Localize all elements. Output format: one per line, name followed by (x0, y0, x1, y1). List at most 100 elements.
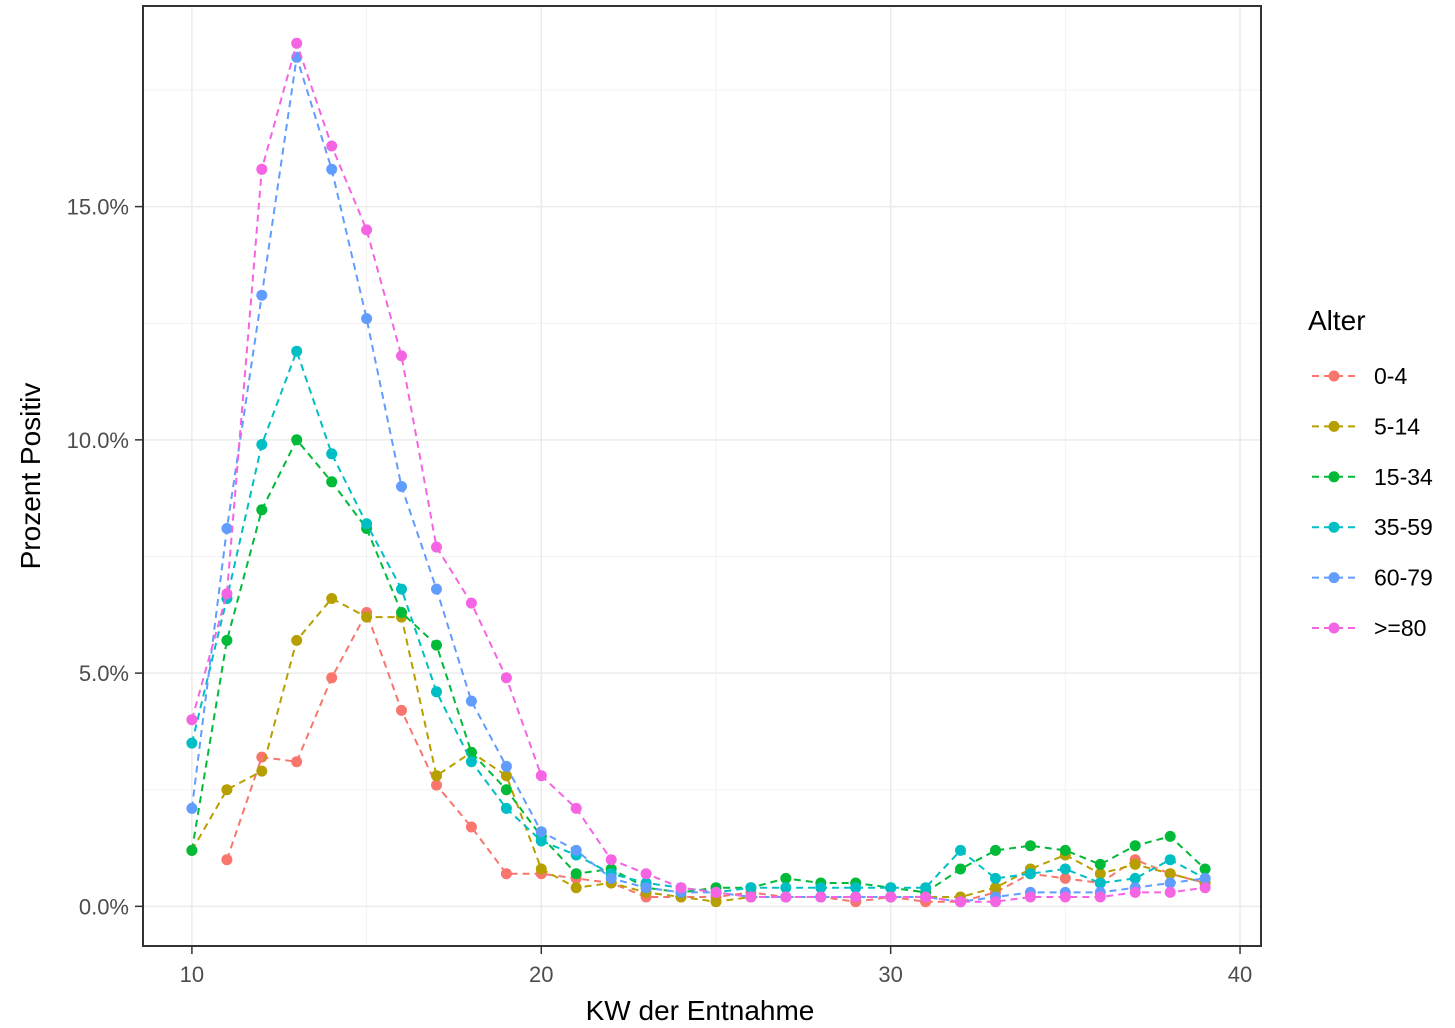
legend-label: 35-59 (1374, 514, 1433, 540)
legend-key-point (1328, 420, 1340, 432)
data-point (605, 854, 617, 866)
data-point (221, 588, 233, 600)
data-point (570, 882, 582, 894)
legend-label: 0-4 (1374, 363, 1407, 389)
data-point (431, 779, 442, 791)
data-point (326, 140, 338, 152)
data-point (1059, 891, 1071, 903)
data-point (1024, 891, 1036, 903)
data-point (256, 439, 268, 450)
data-point (361, 313, 373, 325)
data-point (1199, 863, 1211, 875)
data-point (1199, 872, 1211, 884)
data-point (570, 844, 582, 856)
data-point (361, 611, 373, 623)
series-line (191, 597, 1206, 903)
data-point (535, 770, 547, 782)
x-tick-label: 10 (180, 962, 204, 987)
legend-key-point (1328, 572, 1340, 584)
data-point (990, 882, 1001, 894)
data-point (431, 541, 442, 553)
data-point (431, 686, 442, 698)
data-point (465, 597, 477, 609)
data-point (955, 896, 966, 908)
data-point (1094, 877, 1106, 889)
data-point (326, 672, 338, 684)
data-point (815, 882, 827, 894)
data-point (1164, 830, 1176, 842)
legend-item: 35-59 (1312, 514, 1433, 540)
data-point (1059, 863, 1071, 875)
data-point (570, 868, 582, 880)
data-point (535, 835, 547, 847)
data-point (465, 756, 477, 768)
data-point (1129, 840, 1141, 852)
x-tick-label: 20 (529, 962, 553, 987)
legend: Alter 0-4 5-14 15-34 35-59 60-79 >=80 (1308, 305, 1433, 641)
data-point (291, 345, 303, 357)
data-point (990, 844, 1001, 856)
data-point (1094, 868, 1106, 880)
data-point (500, 760, 512, 772)
data-point (1094, 858, 1106, 870)
legend-label: 15-34 (1374, 464, 1433, 490)
data-point (500, 672, 512, 684)
data-point (500, 770, 512, 782)
data-point (1164, 868, 1176, 880)
legend-label: 60-79 (1374, 565, 1433, 591)
data-point (396, 607, 407, 618)
data-point (1094, 891, 1106, 903)
legend-key-point (1328, 370, 1340, 382)
data-point (675, 882, 687, 894)
y-tick-label: 0.0% (79, 894, 129, 919)
data-point (221, 634, 233, 646)
data-point (1129, 886, 1141, 898)
data-point (431, 583, 442, 595)
data-point (465, 821, 477, 833)
data-point (326, 476, 338, 488)
y-tick-label: 10.0% (67, 428, 129, 453)
data-point (221, 523, 233, 534)
data-point (780, 882, 792, 894)
series-layer (186, 37, 1211, 908)
data-point (256, 765, 268, 777)
data-point (1059, 844, 1071, 856)
data-point (1199, 882, 1211, 894)
data-point (920, 882, 932, 894)
data-point (1164, 886, 1176, 898)
series->=80 (186, 37, 1211, 908)
series-line (190, 39, 1206, 903)
data-point (431, 770, 442, 782)
legend-item: 15-34 (1312, 464, 1433, 490)
legend-item: 5-14 (1312, 413, 1420, 439)
x-axis-title: KW der Entnahme (586, 995, 815, 1026)
data-point (885, 882, 897, 894)
data-point (990, 896, 1001, 908)
legend-item: 0-4 (1312, 363, 1407, 389)
legend-label: 5-14 (1374, 413, 1420, 439)
data-point (1164, 877, 1176, 889)
data-point (640, 882, 652, 894)
legend-item: 60-79 (1312, 565, 1433, 591)
data-point (955, 844, 966, 856)
data-point (500, 802, 512, 814)
data-point (955, 863, 966, 875)
grid (143, 6, 1261, 946)
data-point (221, 854, 233, 866)
data-point (396, 583, 407, 595)
x-tick-label: 40 (1228, 962, 1252, 987)
data-point (500, 868, 512, 880)
data-point (815, 891, 827, 903)
data-point (1129, 872, 1141, 884)
data-point (465, 695, 477, 707)
data-point (745, 891, 757, 903)
legend-title: Alter (1308, 305, 1366, 336)
data-point (326, 163, 338, 175)
data-point (396, 704, 407, 716)
data-point (326, 448, 338, 460)
data-point (885, 891, 897, 903)
data-point (780, 872, 792, 884)
legend-key-point (1328, 521, 1340, 533)
series-line (190, 437, 1206, 894)
